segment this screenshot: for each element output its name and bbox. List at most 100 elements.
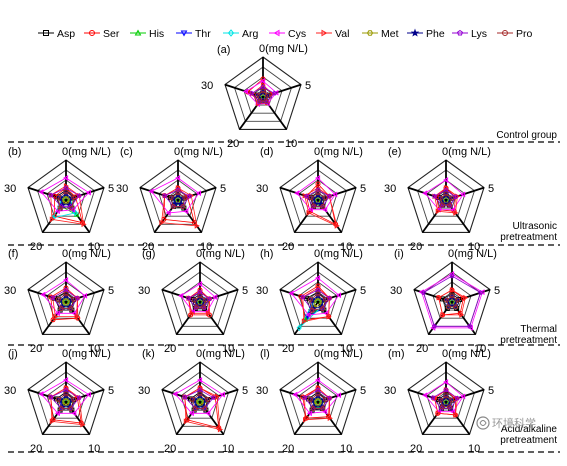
radar-grid-ring xyxy=(288,169,348,225)
panel-label: (f) xyxy=(8,248,18,260)
series-val-point xyxy=(327,415,333,422)
radar-panel-k: (k) 0(mg N/L) 5 10 20 30 xyxy=(138,348,248,455)
series-lys-polygon xyxy=(50,187,80,207)
series-val-point xyxy=(260,82,267,88)
series-lys-point xyxy=(438,405,444,411)
series-val-point xyxy=(315,285,322,291)
series-val-point xyxy=(217,426,224,433)
radar-grid-ring xyxy=(36,169,96,225)
series-cys-polygon xyxy=(150,177,200,214)
radar-grid-ring xyxy=(416,169,476,225)
legend-label: Asp xyxy=(57,28,75,40)
panel-label: (j) xyxy=(8,348,18,360)
series-pro-polygon xyxy=(445,295,459,308)
axis-label-0: 0(mg N/L) xyxy=(62,146,111,158)
legend-marker xyxy=(410,28,420,37)
axis-label-20: 20 xyxy=(30,343,42,355)
series-val-point xyxy=(435,208,441,215)
series-cys-point xyxy=(165,210,171,216)
radar-grid-ring xyxy=(279,159,357,233)
series-lys-point xyxy=(326,295,332,301)
series-cys-point xyxy=(38,189,44,195)
series-pro-polygon xyxy=(439,395,453,408)
axis-label-5: 5 xyxy=(360,285,366,297)
series-lys-point xyxy=(76,193,82,198)
axis-label-10: 10 xyxy=(88,443,100,455)
series-cys-point xyxy=(307,206,313,213)
radar-panel-l: (l) 0(mg N/L) 5 10 20 30 xyxy=(256,348,366,455)
radar-grid-ring xyxy=(233,66,293,122)
series-lys-point xyxy=(162,193,168,198)
series-cys-point xyxy=(183,208,189,215)
axis-label-30: 30 xyxy=(4,385,16,397)
legend-label: Ser xyxy=(103,28,120,40)
series-pro-point xyxy=(254,92,260,98)
series-pro-point xyxy=(315,391,321,397)
series-cys-point xyxy=(460,393,466,400)
series-pro-point xyxy=(193,304,199,310)
axis-label-10: 10 xyxy=(222,343,234,355)
series-pro-point xyxy=(315,190,321,196)
section-label: pretreatment xyxy=(500,435,557,446)
axis-label-30: 30 xyxy=(384,183,396,195)
series-cys-point xyxy=(188,410,194,417)
series-pro-point xyxy=(257,98,263,104)
series-lys-point xyxy=(175,187,181,193)
series-val-point xyxy=(206,310,212,317)
legend-entry-met: Met xyxy=(362,28,399,40)
panel-label: (e) xyxy=(388,146,401,158)
series-pro-point xyxy=(197,293,203,299)
axis-label-30: 30 xyxy=(256,385,268,397)
series-cys-point xyxy=(242,88,248,95)
axis-label-5: 5 xyxy=(242,385,248,397)
series-cys-point xyxy=(196,281,203,287)
series-pro-point xyxy=(180,203,186,209)
axis-label-0: 0(mg N/L) xyxy=(314,248,363,260)
axis-label-30: 30 xyxy=(256,183,268,195)
axis-label-5: 5 xyxy=(108,285,114,297)
series-cys-point xyxy=(219,391,225,398)
series-cys-point xyxy=(81,292,88,299)
radar-grid-ring xyxy=(139,159,217,233)
radar-grid-ring xyxy=(161,361,239,435)
series-cys-point xyxy=(460,191,466,198)
series-val-point xyxy=(443,185,450,191)
series-val-point xyxy=(463,294,469,301)
section-label: pretreatment xyxy=(500,335,557,346)
legend-marker xyxy=(134,29,142,36)
series-met-polygon xyxy=(313,297,323,308)
series-pro-point xyxy=(57,205,63,211)
radar-panel-d: (d) 0(mg N/L) 5 10 20 30 xyxy=(256,146,366,253)
series-pro-point xyxy=(71,397,77,403)
axis-label-10: 10 xyxy=(474,343,486,355)
legend-label: Met xyxy=(381,28,399,40)
series-pro-point xyxy=(68,305,74,311)
panel-label: (h) xyxy=(260,248,273,260)
series-pro-point xyxy=(69,205,75,211)
series-cys-point xyxy=(177,292,184,299)
series-pro-point xyxy=(202,405,208,411)
legend-label: His xyxy=(149,28,164,40)
axis-label-30: 30 xyxy=(116,183,128,195)
axis-label-20: 20 xyxy=(164,343,176,355)
series-cys-point xyxy=(450,206,456,213)
axis-label-30: 30 xyxy=(138,285,150,297)
series-pro-point xyxy=(307,397,313,403)
series-cys-point xyxy=(205,410,211,417)
panel-label: (k) xyxy=(142,348,155,360)
watermark: 环境科学 xyxy=(476,416,536,430)
axis-label-10: 10 xyxy=(340,343,352,355)
radar-grid-ring xyxy=(27,361,105,435)
axis-label-10: 10 xyxy=(200,241,212,253)
series-cys-polygon xyxy=(424,179,464,211)
series-pro-point xyxy=(310,405,316,411)
axis-label-5: 5 xyxy=(305,80,311,92)
radar-grid-ring xyxy=(288,271,348,327)
series-lys-point xyxy=(300,294,306,300)
axis-label-0: 0(mg N/L) xyxy=(174,146,223,158)
series-val-point xyxy=(159,219,165,226)
series-pro-point xyxy=(189,397,195,403)
series-lys-point xyxy=(302,395,308,400)
radar-grid-ring xyxy=(36,271,96,327)
